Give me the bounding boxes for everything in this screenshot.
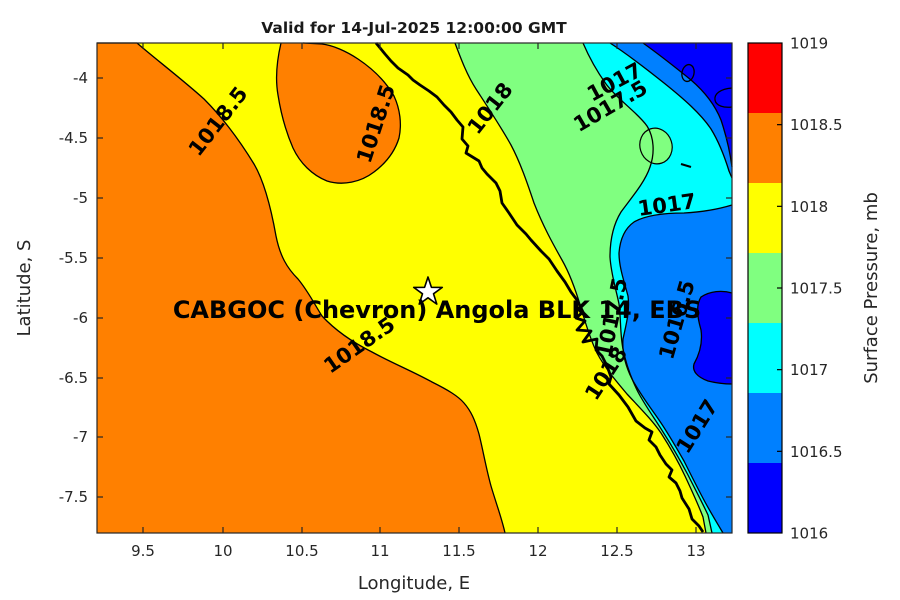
band-below-1016p5-pocket (693, 291, 732, 384)
colorbar-band (748, 113, 782, 184)
colorbar-tick-label: 1018 (790, 198, 828, 216)
plot-border (96, 42, 733, 534)
y-tick-label: -6.5 (59, 369, 88, 387)
band-above-1018p5-blob (276, 43, 401, 184)
contour-1018p5-main (97, 42, 506, 534)
x-tick-label: 10.5 (285, 542, 318, 560)
axes-layer: 9.5 10 10.5 11 11.5 12 12.5 13 -4 -4.5 -5 -5.5 -6 -6.… (59, 42, 733, 560)
x-tick-label: 9.5 (131, 542, 155, 560)
y-tick-label: -5.5 (59, 249, 88, 267)
colorbar-tick-label: 1017.5 (790, 280, 843, 298)
y-tick-label: -7 (73, 428, 88, 446)
colorbar-band (748, 393, 782, 464)
plot-title: Valid for 14-Jul-2025 12:00:00 GMT (261, 19, 567, 37)
green-pocket-1017p5 (639, 127, 673, 165)
band-above-1018p5-main (97, 43, 505, 533)
coastline (374, 42, 705, 533)
contour-1016p5-pocket (692, 290, 733, 385)
station-annotation: CABGOC (Chevron) Angola BLK 14, EBS (173, 276, 701, 324)
x-tick-label: 13 (686, 542, 705, 560)
contour-1016p5-corner (642, 42, 733, 168)
closed-contour-small (681, 63, 695, 83)
band-1016p5-1017-main (619, 205, 732, 533)
station-label: CABGOC (Chevron) Angola BLK 14, EBS (173, 296, 701, 324)
colorbar-band (748, 183, 782, 254)
y-tick-label: -5 (73, 189, 88, 207)
colorbar-tick-label: 1016.5 (790, 443, 843, 461)
colorbar-label: Surface Pressure, mb (861, 192, 882, 384)
colorbar-band (748, 253, 782, 324)
band-below-1016p5-corner (643, 43, 732, 167)
colorbar-band (748, 43, 782, 114)
x-tick-label: 10 (213, 542, 232, 560)
contour-1017p5 (582, 42, 713, 534)
contour-1017-main (618, 204, 733, 534)
contour-1018p5-blob (275, 42, 401, 184)
x-tick-label: 12.5 (600, 542, 633, 560)
y-tick-label: -4.5 (59, 129, 88, 147)
coastline-path (374, 42, 705, 533)
x-axis-label: Longitude, E (358, 573, 470, 594)
y-tick-label: -6 (73, 309, 88, 327)
tiny-contour-dash (680, 163, 692, 168)
contour-1017-north (609, 42, 733, 179)
colorbar-tick-label: 1018.5 (790, 116, 843, 134)
colorbar-tick-label: 1019 (790, 35, 828, 53)
y-tick-label: -4 (73, 69, 88, 87)
y-tick-label: -7.5 (59, 488, 88, 506)
x-tick-label: 12 (528, 542, 547, 560)
colorbar-tick-label: 1017 (790, 361, 828, 379)
edge-contour-arc (714, 87, 733, 108)
x-tick-label: 11 (370, 542, 389, 560)
colorbar-band (748, 463, 782, 534)
y-axis-label: Latitude, S (14, 240, 35, 337)
x-tick-label: 11.5 (442, 542, 475, 560)
station-star-marker (412, 276, 444, 305)
colorbar-tick-label: 1016 (790, 525, 828, 543)
colorbar: 1019 1018.5 1018 1017.5 1017 1016.5 1016 (747, 35, 843, 543)
colorbar-band (748, 323, 782, 394)
